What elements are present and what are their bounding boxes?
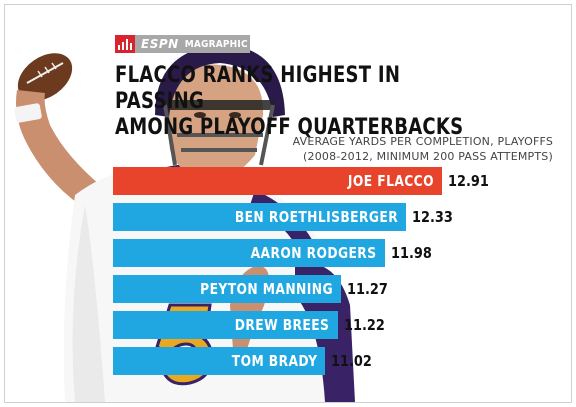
bar-value-label: 12.91 — [448, 172, 490, 190]
graphic-frame: ESPN MAGRAPHIC FLACCO RANKS HIGHEST IN P… — [4, 4, 572, 403]
chart-title: FLACCO RANKS HIGHEST IN PASSING AMONG PL… — [115, 63, 476, 141]
espn-magraphic-badge: ESPN MAGRAPHIC — [115, 35, 250, 53]
bar-value-label: 11.98 — [390, 244, 432, 262]
chart-title-line-2: AMONG PLAYOFF QUARTERBACKS — [115, 115, 464, 140]
espn-bars-icon — [115, 35, 135, 53]
bar-category-label: TOM BRADY — [231, 352, 318, 370]
bar-aaron-rodgers: AARON RODGERS — [113, 239, 385, 267]
bar-value-label: 11.22 — [343, 316, 385, 334]
chart-title-line-1: FLACCO RANKS HIGHEST IN PASSING — [115, 63, 401, 114]
bar-value-label: 12.33 — [412, 208, 454, 226]
brand-product: MAGRAPHIC — [184, 38, 248, 50]
bar-category-label: BEN ROETHLISBERGER — [235, 208, 399, 226]
bar-value-label: 11.27 — [346, 280, 388, 298]
brand-network: ESPN — [141, 37, 179, 51]
bar-tom-brady: TOM BRADY — [113, 347, 326, 375]
bar-category-label: DREW BREES — [235, 316, 330, 334]
chart-subtitle: AVERAGE YARDS PER COMPLETION, PLAYOFFS (… — [253, 134, 553, 164]
bar-drew-brees: DREW BREES — [113, 311, 338, 339]
bar-category-label: PEYTON MANNING — [199, 280, 333, 298]
chart-subtitle-line-2: (2008-2012, MINIMUM 200 PASS ATTEMPTS) — [303, 150, 553, 163]
chart-subtitle-line-1: AVERAGE YARDS PER COMPLETION, PLAYOFFS — [292, 135, 553, 148]
bar-category-label: JOE FLACCO — [348, 172, 435, 190]
bar-value-label: 11.02 — [331, 352, 373, 370]
bar-category-label: AARON RODGERS — [250, 244, 377, 262]
bar-joe-flacco: JOE FLACCO — [113, 167, 443, 195]
bar-ben-roethlisberger: BEN ROETHLISBERGER — [113, 203, 407, 231]
bar-peyton-manning: PEYTON MANNING — [113, 275, 341, 303]
